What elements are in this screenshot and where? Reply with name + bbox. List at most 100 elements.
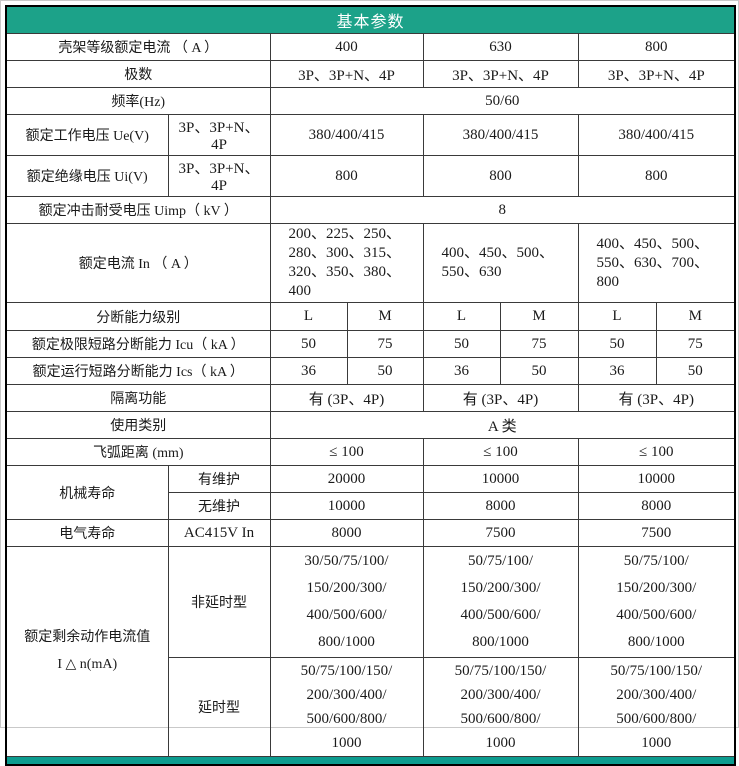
ui-value-3: 800 — [577, 155, 736, 197]
row-mech-life-unmaintained: 无维护 10000 8000 8000 — [6, 492, 736, 521]
icu-1M: 75 — [346, 330, 424, 359]
ue-sublabel: 3P、3P+N、4P — [167, 114, 271, 156]
basic-parameters-table: 基本参数 壳架等级额定电流 （ A ） 400 630 800 极数 3P、3P… — [4, 5, 737, 766]
ics-2L: 36 — [422, 357, 501, 386]
row-breaking-class: 分断能力级别 L M L M L M — [5, 302, 736, 332]
mech-life-maintained-2: 10000 — [422, 465, 579, 494]
residual-delay-value-1: 50/75/100/150/ 200/300/400/ 500/600/800/… — [269, 657, 424, 758]
category-label: 使用类别 — [5, 411, 271, 440]
mech-life-sub-maintained: 有维护 — [167, 465, 271, 494]
frame-current-630: 630 — [422, 33, 579, 61]
rated-current-label: 额定电流 In （ A ） — [5, 222, 271, 304]
poles-value-3: 3P、3P+N、4P — [577, 60, 736, 88]
ics-1L: 36 — [269, 357, 348, 386]
breaking-class-2M: M — [499, 302, 579, 332]
residual-nondelay-value-3: 50/75/100/ 150/200/300/ 400/500/600/ 800… — [577, 546, 736, 659]
arc-distance-value-2: ≤ 100 — [422, 438, 579, 467]
uimp-value: 8 — [269, 196, 736, 224]
breaking-class-3M: M — [655, 302, 736, 332]
mech-life-sub-unmaintained: 无维护 — [167, 492, 271, 521]
icu-1L: 50 — [269, 330, 348, 359]
uimp-label: 额定冲击耐受电压 Uimp（ kV ） — [5, 196, 271, 224]
ics-3M: 50 — [655, 357, 736, 386]
residual-sub-nondelay: 非延时型 — [167, 546, 271, 659]
mech-life-unmaintained-2: 8000 — [422, 492, 579, 521]
poles-value-2: 3P、3P+N、4P — [422, 60, 579, 88]
ui-sublabel: 3P、3P+N、4P — [167, 155, 271, 197]
row-mech-life-maintained: 机械寿命 有维护 20000 10000 10000 — [5, 465, 736, 521]
row-utilization-category: 使用类别 A 类 — [5, 411, 736, 440]
bottom-accent-bar-row — [4, 756, 737, 766]
elec-life-value-1: 8000 — [269, 519, 424, 548]
ics-3L: 36 — [577, 357, 657, 386]
elec-life-value-3: 7500 — [577, 519, 736, 548]
row-ics: 额定运行短路分断能力 Ics（ kA ） 36 50 36 50 36 50 — [5, 357, 736, 386]
ics-1M: 50 — [346, 357, 424, 386]
poles-value-1: 3P、3P+N、4P — [269, 60, 424, 88]
arc-distance-value-1: ≤ 100 — [269, 438, 424, 467]
mech-life-maintained-1: 20000 — [269, 465, 424, 494]
table-header-row: 基本参数 — [5, 5, 736, 34]
row-ue: 额定工作电压 Ue(V) 3P、3P+N、4P 380/400/415 380/… — [5, 114, 736, 156]
ui-label: 额定绝缘电压 Ui(V) — [5, 155, 169, 197]
row-residual-nondelay: 额定剩余动作电流值 I △ n(mA) 非延时型 30/50/75/100/ 1… — [5, 546, 736, 758]
icu-2L: 50 — [422, 330, 501, 359]
ue-value-1: 380/400/415 — [269, 114, 424, 156]
bottom-accent-bar — [4, 756, 737, 766]
row-elec-life: 电气寿命 AC415V In 8000 7500 7500 — [5, 519, 736, 548]
frame-current-800: 800 — [577, 33, 736, 61]
row-rated-current: 额定电流 In （ A ） 200、225、250、 280、300、315、 … — [5, 222, 736, 304]
row-poles: 极数 3P、3P+N、4P 3P、3P+N、4P 3P、3P+N、4P — [5, 60, 736, 88]
breaking-class-1L: L — [269, 302, 348, 332]
icu-2M: 75 — [499, 330, 579, 359]
rated-current-value-3: 400、450、500、 550、630、700、 800 — [577, 222, 736, 304]
breaking-class-1M: M — [346, 302, 424, 332]
icu-3L: 50 — [577, 330, 657, 359]
category-value: A 类 — [269, 411, 736, 440]
ue-value-3: 380/400/415 — [577, 114, 736, 156]
residual-sub-delay: 延时型 — [167, 657, 271, 758]
elec-life-sublabel: AC415V In — [167, 519, 271, 548]
arc-distance-label: 飞弧距离 (mm) — [5, 438, 271, 467]
icu-3M: 75 — [655, 330, 736, 359]
isolation-value-3: 有 (3P、4P) — [577, 384, 736, 413]
mech-life-label: 机械寿命 — [5, 465, 169, 521]
residual-nondelay-value-2: 50/75/100/ 150/200/300/ 400/500/600/ 800… — [422, 546, 579, 659]
mech-life-unmaintained-1: 10000 — [269, 492, 424, 521]
rated-current-value-2: 400、450、500、 550、630 — [422, 222, 579, 304]
ue-label: 额定工作电压 Ue(V) — [5, 114, 169, 156]
residual-nondelay-value-1: 30/50/75/100/ 150/200/300/ 400/500/600/ … — [269, 546, 424, 659]
ics-2M: 50 — [499, 357, 579, 386]
row-isolation: 隔离功能 有 (3P、4P) 有 (3P、4P) 有 (3P、4P) — [5, 384, 736, 413]
breaking-class-2L: L — [422, 302, 501, 332]
rated-current-value-1: 200、225、250、 280、300、315、 320、350、380、 4… — [269, 222, 424, 304]
row-uimp: 额定冲击耐受电压 Uimp（ kV ） 8 — [5, 196, 736, 224]
ics-label: 额定运行短路分断能力 Ics（ kA ） — [5, 357, 271, 386]
residual-delay-value-2: 50/75/100/150/ 200/300/400/ 500/600/800/… — [422, 657, 579, 758]
mech-life-unmaintained-3: 8000 — [577, 492, 736, 521]
frequency-value: 50/60 — [269, 87, 736, 115]
arc-distance-value-3: ≤ 100 — [577, 438, 736, 467]
row-frequency: 频率(Hz) 50/60 — [5, 87, 736, 115]
row-arc-distance: 飞弧距离 (mm) ≤ 100 ≤ 100 ≤ 100 — [5, 438, 736, 467]
residual-current-label: 额定剩余动作电流值 I △ n(mA) — [5, 546, 169, 758]
poles-label: 极数 — [5, 60, 271, 88]
residual-delay-value-3: 50/75/100/150/ 200/300/400/ 500/600/800/… — [577, 657, 736, 758]
row-ui: 额定绝缘电压 Ui(V) 3P、3P+N、4P 800 800 800 — [5, 155, 736, 197]
isolation-label: 隔离功能 — [5, 384, 271, 413]
frequency-label: 频率(Hz) — [5, 87, 271, 115]
row-icu: 额定极限短路分断能力 Icu（ kA ） 50 75 50 75 50 75 — [5, 330, 736, 359]
mech-life-maintained-3: 10000 — [577, 465, 736, 494]
breaking-class-label: 分断能力级别 — [5, 302, 271, 332]
row-frame-current: 壳架等级额定电流 （ A ） 400 630 800 — [5, 33, 736, 61]
frame-current-label: 壳架等级额定电流 （ A ） — [5, 33, 271, 61]
isolation-value-2: 有 (3P、4P) — [422, 384, 579, 413]
frame-current-400: 400 — [269, 33, 424, 61]
ui-value-2: 800 — [422, 155, 579, 197]
ui-value-1: 800 — [269, 155, 424, 197]
elec-life-value-2: 7500 — [422, 519, 579, 548]
icu-label: 额定极限短路分断能力 Icu（ kA ） — [5, 330, 271, 359]
elec-life-label: 电气寿命 — [5, 519, 169, 548]
breaking-class-3L: L — [577, 302, 657, 332]
